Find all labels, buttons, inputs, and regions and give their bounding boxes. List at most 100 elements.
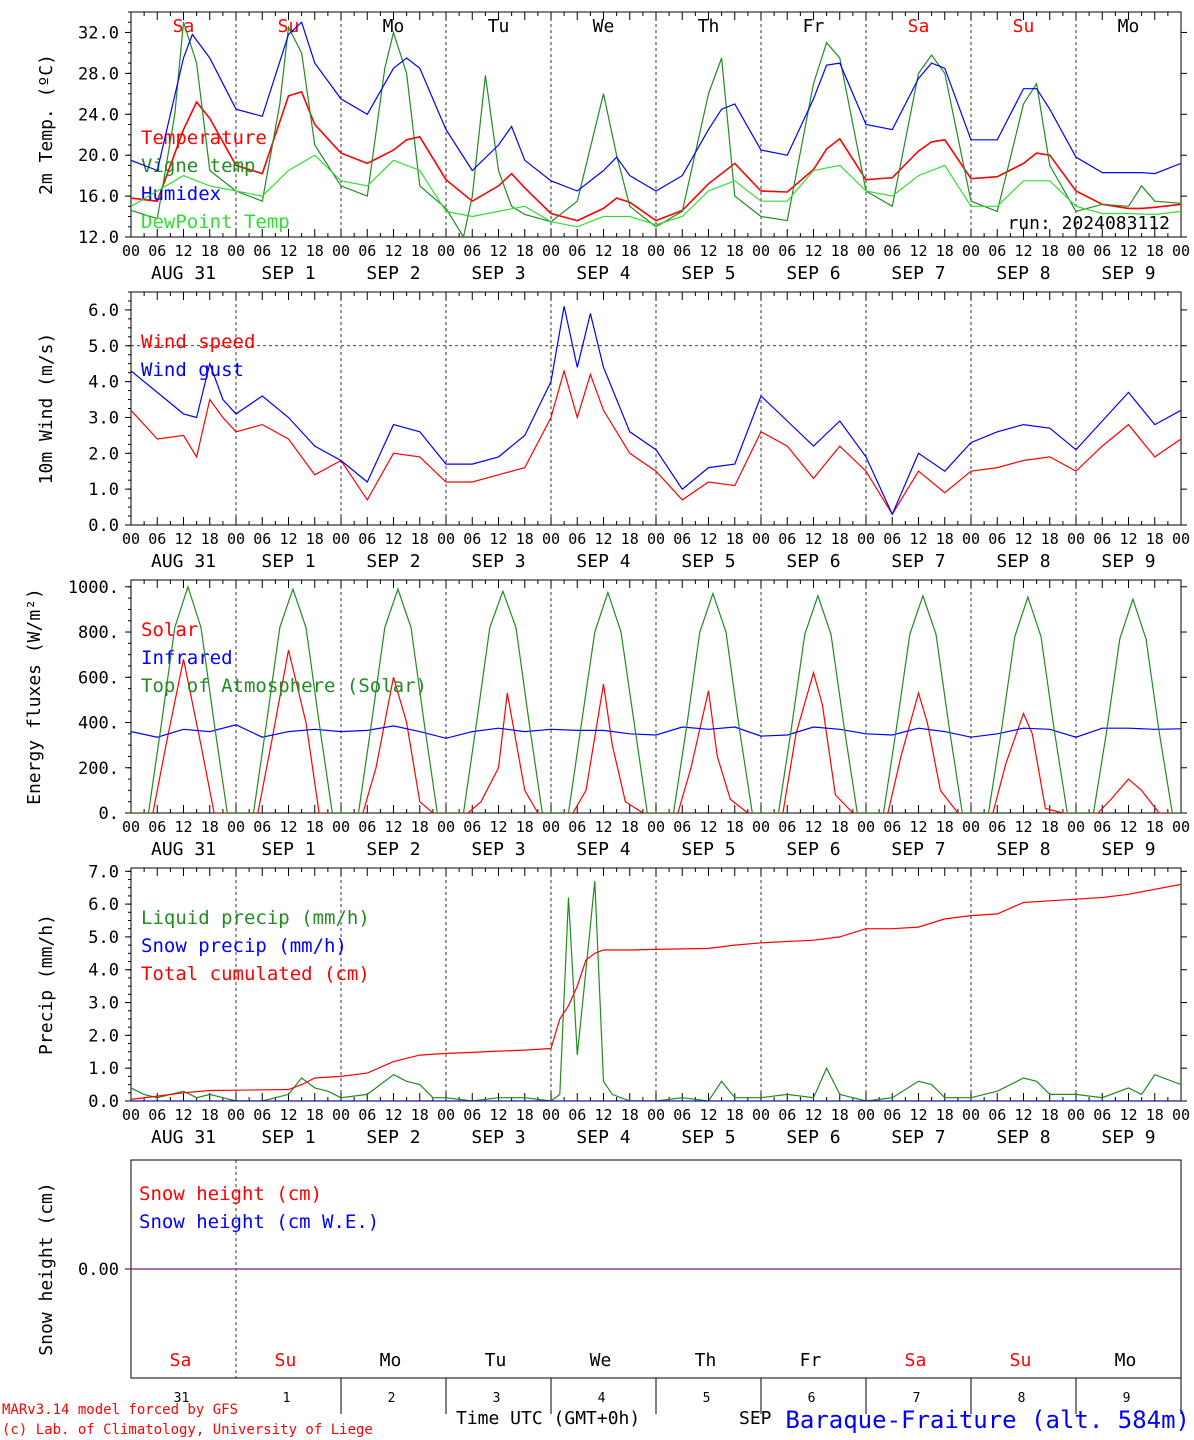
panel-5: 0.00 Snow height (cm) Sa 31 Su 1 Mo 2 Tu 3 We 4 Th 5 F… — [36, 1159, 1182, 1414]
hour-label: 12 — [384, 242, 402, 260]
date-label: SEP 7 — [891, 1127, 945, 1148]
y-tick-label: 32.0 — [78, 23, 119, 43]
hour-label: 12 — [279, 1106, 297, 1124]
hour-label: 12 — [384, 530, 402, 548]
hour-label: 06 — [358, 1106, 376, 1124]
date-label: SEP 8 — [996, 1127, 1050, 1148]
hour-label: 12 — [594, 1106, 612, 1124]
hour-label: 00 — [227, 818, 245, 836]
hour-label: 18 — [516, 530, 534, 548]
hour-label: 06 — [988, 818, 1006, 836]
y-tick-label: 3.0 — [88, 994, 119, 1014]
y-tick-label: 600. — [78, 668, 119, 688]
hour-label: 06 — [358, 818, 376, 836]
date-label: AUG 31 — [151, 263, 216, 284]
plot-frame — [130, 11, 1182, 238]
hour-label: 12 — [174, 818, 192, 836]
day-name-label: We — [593, 16, 615, 37]
hour-label: 06 — [988, 1106, 1006, 1124]
day-number-label: 1 — [283, 1391, 291, 1406]
y-axis-label: 10m Wind (m/s) — [36, 333, 57, 485]
date-label: SEP 4 — [576, 839, 630, 860]
hour-label: 18 — [411, 242, 429, 260]
hour-label: 06 — [358, 530, 376, 548]
hour-label: 00 — [332, 242, 350, 260]
hour-label: 00 — [1172, 818, 1190, 836]
hour-label: 00 — [962, 1106, 980, 1124]
run-label: run: 2024083112 — [1007, 213, 1170, 234]
hour-label: 12 — [1119, 530, 1137, 548]
hour-label: 00 — [227, 530, 245, 548]
date-label: AUG 31 — [151, 551, 216, 572]
hour-label: 12 — [804, 242, 822, 260]
hour-label: 12 — [804, 818, 822, 836]
hour-label: 18 — [306, 1106, 324, 1124]
y-tick-label: 800. — [78, 623, 119, 643]
date-label: SEP 7 — [891, 551, 945, 572]
hour-label: 00 — [542, 530, 560, 548]
hour-label: 00 — [1172, 530, 1190, 548]
day-name-label: Sa — [908, 16, 930, 37]
hour-label: 00 — [1067, 1106, 1085, 1124]
legend-entry: Solar — [141, 619, 198, 641]
y-tick-label: 4.0 — [88, 373, 119, 393]
y-tick-label: 2.0 — [88, 1026, 119, 1046]
hour-label: 06 — [778, 242, 796, 260]
y-tick-label: 2.0 — [88, 444, 119, 464]
y-axis-label: Precip (mm/h) — [36, 914, 57, 1055]
date-label: AUG 31 — [151, 839, 216, 860]
hour-label: 06 — [358, 242, 376, 260]
hour-label: 00 — [857, 818, 875, 836]
hour-label: 18 — [306, 530, 324, 548]
hour-label: 06 — [988, 242, 1006, 260]
hour-label: 12 — [909, 242, 927, 260]
date-label: SEP 3 — [471, 1127, 525, 1148]
day-name-label: Su — [1010, 1350, 1032, 1371]
hour-label: 00 — [962, 530, 980, 548]
day-name-label: Fr — [803, 16, 825, 37]
date-label: SEP 8 — [996, 551, 1050, 572]
legend-entry: Wind gust — [141, 359, 244, 381]
hour-label: 12 — [384, 818, 402, 836]
day-name-label: Tu — [488, 16, 510, 37]
y-tick-label: 400. — [78, 714, 119, 734]
hour-label: 00 — [227, 1106, 245, 1124]
hour-label: 06 — [883, 530, 901, 548]
hour-label: 00 — [1067, 530, 1085, 548]
hour-label: 00 — [332, 530, 350, 548]
hour-label: 12 — [699, 242, 717, 260]
hour-label: 18 — [516, 242, 534, 260]
day-number-label: 7 — [913, 1391, 921, 1406]
date-label: SEP 2 — [366, 1127, 420, 1148]
day-name-label: Tu — [485, 1350, 507, 1371]
hour-label: 18 — [621, 242, 639, 260]
hour-label: 06 — [568, 1106, 586, 1124]
date-label: SEP 4 — [576, 1127, 630, 1148]
y-tick-label: 5.0 — [88, 928, 119, 948]
hour-label: 18 — [1041, 242, 1059, 260]
hour-label: 12 — [489, 818, 507, 836]
hour-label: 06 — [568, 530, 586, 548]
day-number-label: 9 — [1123, 1391, 1131, 1406]
hour-label: 18 — [831, 242, 849, 260]
hour-label: 00 — [1172, 1106, 1190, 1124]
y-tick-label: 4.0 — [88, 961, 119, 981]
hour-label: 00 — [962, 242, 980, 260]
hour-label: 18 — [1041, 1106, 1059, 1124]
hour-label: 06 — [1093, 242, 1111, 260]
hour-label: 12 — [909, 530, 927, 548]
y-tick-label: 16.0 — [78, 187, 119, 207]
hour-label: 00 — [857, 530, 875, 548]
hour-label: 18 — [1146, 1106, 1164, 1124]
time-axis-title: Time UTC (GMT+0h) — [456, 1408, 640, 1429]
hour-label: 12 — [699, 818, 717, 836]
date-label: SEP 9 — [1101, 263, 1155, 284]
hour-label: 06 — [253, 530, 271, 548]
hour-label: 18 — [726, 530, 744, 548]
hour-label: 18 — [201, 818, 219, 836]
hour-label: 12 — [699, 530, 717, 548]
hour-label: 18 — [411, 1106, 429, 1124]
hour-label: 00 — [1067, 242, 1085, 260]
series-line-1 — [131, 649, 1181, 813]
series-line-1 — [131, 368, 1181, 516]
